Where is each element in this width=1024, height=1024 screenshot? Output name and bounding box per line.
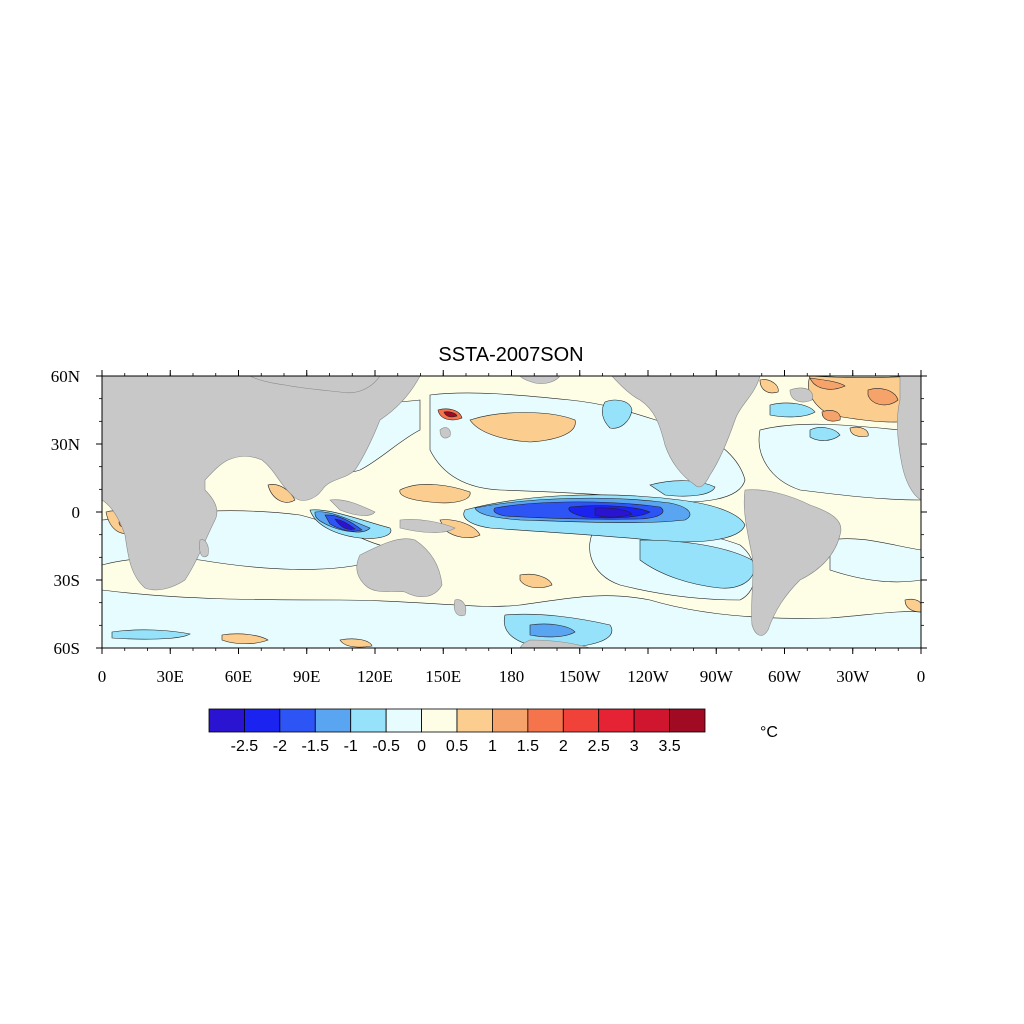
- colorbar-tick-label: -2: [273, 738, 287, 755]
- map-panel: [102, 376, 921, 648]
- lon-tick-label: 0: [98, 667, 107, 686]
- lat-tick-label: 0: [72, 503, 81, 522]
- colorbar-swatch: [669, 708, 706, 733]
- colorbar-tick-label: 3.5: [658, 738, 680, 755]
- lon-tick-label: 30E: [157, 667, 184, 686]
- colorbar-tick-label: 2: [559, 738, 568, 755]
- anomaly-very-strong-cool-core: [324, 501, 664, 532]
- colorbar-swatch: [279, 708, 316, 733]
- colorbar-tick-label: 0: [417, 738, 426, 755]
- map-title: SSTA-2007SON: [438, 344, 583, 366]
- colorbar-swatch: [244, 708, 281, 733]
- colorbar-tick-label: 2.5: [588, 738, 610, 755]
- lon-tick-label: 180: [499, 667, 525, 686]
- longitude-labels: 0 30E 60E 90E 120E 150E 180 150W 120W 90W 60W 30W 0: [98, 667, 926, 686]
- colorbar-tick-label: 1.5: [517, 738, 539, 755]
- colorbar-swatch: [562, 708, 600, 733]
- colorbar-tick-label: -2.5: [231, 738, 259, 755]
- lon-tick-label: 90E: [293, 667, 320, 686]
- colorbar-tick-label: -1.5: [301, 738, 329, 755]
- colorbar-swatch: [527, 708, 564, 733]
- lon-tick-label: 60E: [225, 667, 252, 686]
- colorbar-swatch: [421, 708, 458, 733]
- colorbar: -2.5 -2 -1.5 -1 -0.5 0 0.5 1 1.5 2 2.5 3 3.5: [208, 708, 706, 755]
- colorbar-tick-label: -1: [344, 738, 358, 755]
- colorbar-tick-label: 1: [488, 738, 497, 755]
- lat-tick-label: 30N: [51, 435, 80, 454]
- lat-tick-label: 60N: [51, 367, 80, 386]
- colorbar-tick-label: 3: [630, 738, 639, 755]
- lon-tick-label: 0: [917, 667, 926, 686]
- colorbar-swatch: [598, 708, 635, 733]
- lon-tick-label: 120W: [627, 667, 670, 686]
- lon-tick-label: 150W: [559, 667, 602, 686]
- colorbar-tick-label: 0.5: [446, 738, 468, 755]
- latitude-labels: 60N 30N 0 30S 60S: [51, 367, 80, 658]
- lon-tick-label: 90W: [700, 667, 734, 686]
- map-ticks: [96, 370, 927, 654]
- colorbar-swatch: [492, 708, 529, 733]
- colorbar-unit-label: °C: [760, 724, 778, 741]
- lat-tick-label: 30S: [54, 571, 80, 590]
- colorbar-swatch: [208, 708, 245, 733]
- colorbar-swatch: [314, 708, 352, 733]
- colorbar-swatch: [456, 708, 493, 733]
- land-masses: [102, 376, 921, 648]
- lat-tick-label: 60S: [54, 639, 80, 658]
- colorbar-tick-label: -0.5: [372, 738, 400, 755]
- lon-tick-label: 30W: [836, 667, 870, 686]
- lon-tick-label: 150E: [425, 667, 461, 686]
- lon-tick-label: 120E: [357, 667, 393, 686]
- colorbar-swatch: [633, 708, 670, 733]
- colorbar-swatch: [385, 708, 422, 733]
- colorbar-swatch: [350, 708, 387, 733]
- lon-tick-label: 60W: [768, 667, 802, 686]
